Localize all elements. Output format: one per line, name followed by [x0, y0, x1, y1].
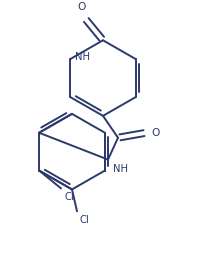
Text: Cl: Cl — [64, 192, 74, 202]
Text: O: O — [78, 3, 86, 12]
Text: O: O — [151, 128, 159, 138]
Text: NH: NH — [75, 52, 90, 62]
Text: Cl: Cl — [79, 215, 89, 225]
Text: NH: NH — [113, 164, 128, 174]
